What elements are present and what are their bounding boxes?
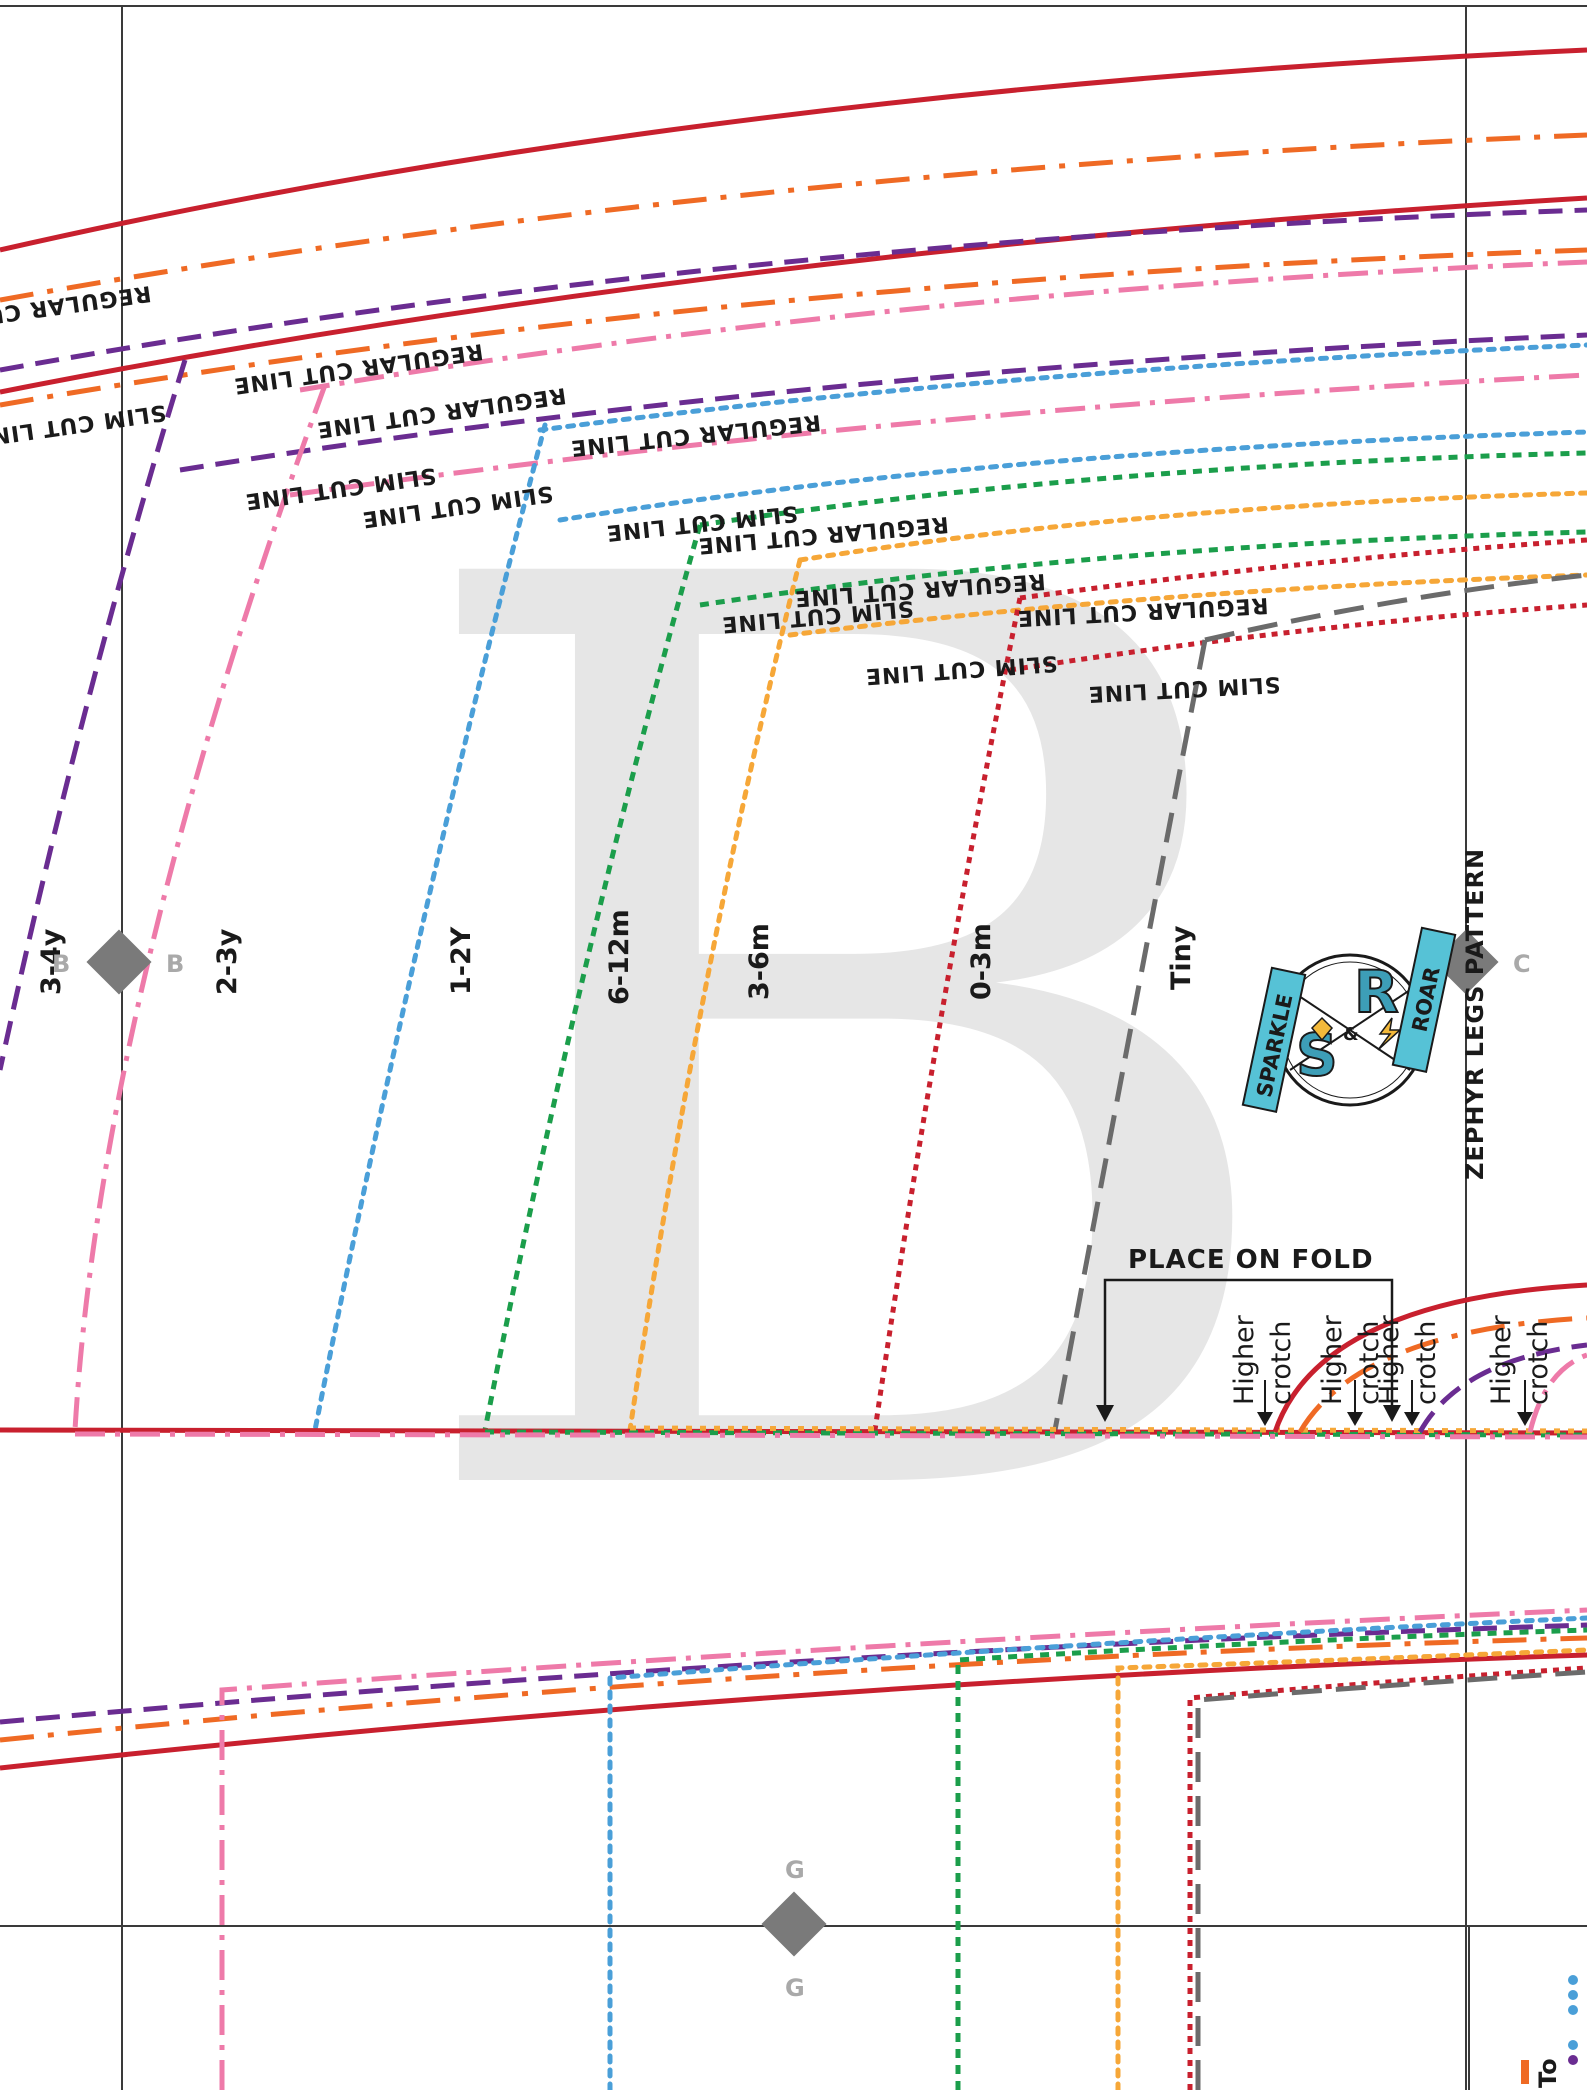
match-letter-g-top: G — [785, 1856, 805, 1884]
crotch-arrow-icon — [1257, 1412, 1273, 1426]
lower-red-dotted — [1187, 1665, 1587, 2090]
waist-line-yellow — [797, 490, 1587, 563]
size-label: 2-3y — [212, 928, 243, 995]
waist-line-orange-inner — [0, 247, 1587, 408]
seam-2-3y — [72, 384, 328, 1431]
legend-swatch-blue — [1568, 2005, 1578, 2015]
waist-line-blue — [537, 342, 1587, 433]
waist-line-green — [699, 450, 1587, 528]
lower-blue — [607, 1615, 1587, 2090]
fold-arrow-right-icon — [1383, 1405, 1401, 1422]
higher-crotch-label: Higher — [1486, 1314, 1517, 1405]
waist-line-purple — [179, 332, 1587, 473]
higher-crotch-label: Higher — [1229, 1314, 1260, 1405]
size-label: 0-3m — [966, 923, 997, 1000]
fold-line — [0, 1425, 1587, 1440]
crotch-curve-orange — [1297, 1315, 1587, 1434]
logo-monogram-r: R — [1354, 958, 1399, 1026]
legend-swatch-blue — [1568, 1975, 1578, 1985]
match-diamond-b — [86, 929, 152, 995]
legend-swatch-purple — [1568, 2055, 1578, 2065]
size-label: 1-2Y — [446, 926, 477, 995]
lower-yellow — [1115, 1647, 1587, 2090]
waist-line-orange-outer — [0, 132, 1587, 303]
waist-line-red-inner — [0, 195, 1587, 395]
match-letter-g-bottom: G — [785, 1974, 805, 2002]
legend-swatch-orange — [1521, 2060, 1529, 2084]
crotch-arrow-icon — [1347, 1412, 1363, 1426]
match-diamond-g — [761, 1891, 827, 1957]
place-on-fold-marker: PLACE ON FOLD — [1096, 1245, 1401, 1422]
side-seam-lines — [0, 359, 1208, 1433]
logo-banner-right-band — [1391, 926, 1457, 1073]
size-label: Tiny — [1166, 925, 1197, 990]
seam-6-12m — [482, 524, 703, 1431]
seam-0-3m — [872, 597, 1023, 1431]
higher-crotch-label: crotch — [1354, 1321, 1385, 1405]
match-letter-c: C — [1513, 950, 1531, 978]
waist-line-yellow-slim — [787, 572, 1587, 638]
logo-banner-left: SPARKLE — [1241, 966, 1307, 1113]
waist-line-pink-slim — [289, 372, 1587, 498]
piece-watermark-letter: B — [390, 320, 1309, 1775]
pattern-name: ZEPHYR LEGS PATTERN — [1461, 848, 1489, 1180]
waist-line-pink — [299, 259, 1587, 393]
logo-bolt-icon — [1377, 1017, 1402, 1051]
waist-line-red-dotted-slim — [1009, 602, 1587, 673]
crotch-curves — [1272, 1282, 1587, 1434]
crotch-arrow-icon — [1404, 1412, 1420, 1426]
seam-3-6m — [627, 557, 803, 1433]
higher-crotch-label: Higher — [1317, 1314, 1348, 1405]
waist-line-grey — [1204, 572, 1587, 643]
match-points: B B C G G — [52, 929, 1531, 2002]
higher-crotch-label: crotch — [1523, 1321, 1554, 1405]
waistband-lines — [0, 47, 1587, 673]
higher-crotch-label: crotch — [1266, 1321, 1297, 1405]
legend-fragment-text: To — [1534, 2058, 1562, 2088]
legend-swatch-blue — [1568, 2040, 1578, 2050]
waist-line-purple-a — [0, 207, 1587, 373]
crotch-curve-purple — [1417, 1342, 1587, 1434]
logo-diamond-icon — [1310, 1016, 1334, 1042]
seam-1-2Y — [312, 422, 548, 1433]
waist-line-red-outer — [0, 47, 1587, 253]
fold-line-pink — [74, 1431, 1587, 1440]
higher-crotch-label: crotch — [1411, 1321, 1442, 1405]
fold-arrow-left-icon — [1096, 1405, 1114, 1422]
size-label: 6-12m — [604, 909, 635, 1005]
crotch-curve-pink — [1527, 1352, 1587, 1433]
legend-swatch-blue — [1568, 1990, 1578, 2000]
waist-line-blue-slim — [557, 429, 1587, 523]
seam-tiny — [1052, 639, 1208, 1431]
lower-red — [0, 1652, 1587, 1771]
lower-grey — [1195, 1669, 1587, 2090]
place-on-fold-label: PLACE ON FOLD — [1128, 1245, 1374, 1275]
crotch-curve-red — [1272, 1282, 1587, 1433]
seam-3-4y — [0, 359, 188, 1071]
logo-banner-left-band — [1241, 966, 1307, 1113]
logo-arrow-right — [1289, 989, 1411, 1071]
lower-piece-lines — [0, 1607, 1587, 2090]
fold-bracket — [1103, 1278, 1394, 1418]
lower-orange — [0, 1635, 1587, 1743]
logo-banner-right: ROAR — [1391, 926, 1457, 1073]
legend-fragment: To — [1521, 1975, 1578, 2088]
higher-crotch-label: Higher — [1374, 1314, 1405, 1405]
waist-line-green-slim — [699, 529, 1587, 608]
size-labels: 3-4y 2-3y 1-2Y 6-12m 3-6m 0-3m Tiny — [36, 909, 1197, 1005]
fold-line-yellow — [629, 1425, 1587, 1434]
brand-logo: S R & SPARKLE ROAR — [1241, 926, 1457, 1113]
slim-cut-label: SLIM CUT LINE — [0, 399, 168, 451]
lower-green — [955, 1627, 1587, 2090]
size-label: 3-4y — [36, 928, 67, 995]
match-letter-b-left: B — [52, 950, 70, 978]
match-letter-b-right: B — [166, 950, 184, 978]
lower-purple — [0, 1622, 1587, 1725]
size-label: 3-6m — [744, 923, 775, 1000]
lower-pink — [219, 1607, 1587, 2090]
higher-crotch-notes: Higher crotch Higher crotch Higher crotc… — [1229, 1314, 1554, 1426]
crotch-arrow-icon — [1517, 1412, 1533, 1426]
logo-ampersand: & — [1343, 1024, 1359, 1045]
